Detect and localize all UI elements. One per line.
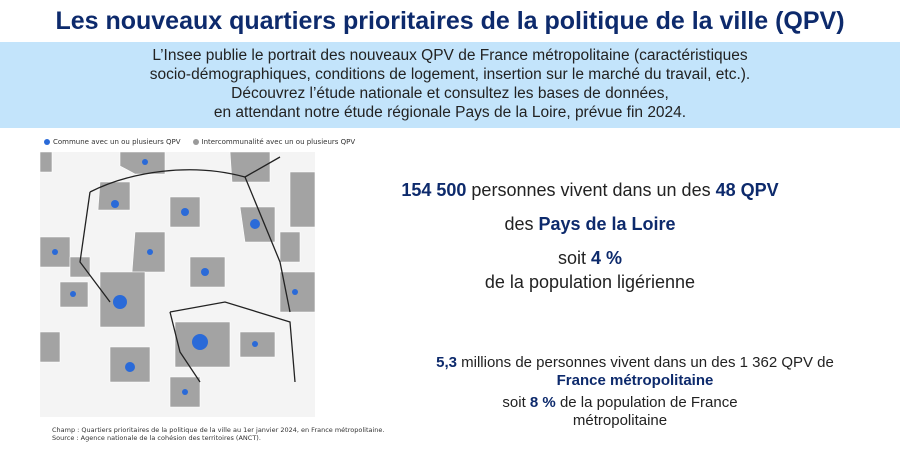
region-name: Pays de la Loire xyxy=(538,214,676,234)
national-stats: 5,3 millions de personnes vivent dans un… xyxy=(380,354,890,430)
text: millions de personnes vivent dans un des… xyxy=(456,354,834,371)
legend-commune: Commune avec un ou plusieurs QPV xyxy=(44,138,181,147)
legend-label: Intercommunalité avec un ou plusieurs QP… xyxy=(201,138,356,146)
banner-line: en attendant notre étude régionale Pays … xyxy=(213,104,687,121)
text: de la population de France xyxy=(555,394,738,411)
map-notes: Champ : Quartiers prioritaires de la pol… xyxy=(52,426,384,442)
regional-people: 154 500 xyxy=(401,180,467,200)
legend-interco: Intercommunalité avec un ou plusieurs QP… xyxy=(192,138,356,147)
page-title-wrap: Les nouveaux quartiers prioritaires de l… xyxy=(0,6,900,38)
intro-banner: L’Insee publie le portrait des nouveaux … xyxy=(0,42,900,128)
page-title: Les nouveaux quartiers prioritaires de l… xyxy=(55,7,845,35)
national-area: France métropolitaine xyxy=(556,372,714,389)
banner-line: socio-démographiques, conditions de loge… xyxy=(149,66,751,83)
gray-dot-icon xyxy=(192,139,199,145)
national-pct: 8 % xyxy=(529,394,556,411)
legend-label: Commune avec un ou plusieurs QPV xyxy=(53,138,181,146)
text: des xyxy=(504,214,539,234)
text: personnes vivent dans un des xyxy=(466,180,716,200)
source-note: Source : Agence nationale de la cohésion… xyxy=(52,434,261,442)
national-people: 5,3 xyxy=(436,354,457,371)
champ-note: Champ : Quartiers prioritaires de la pol… xyxy=(52,426,385,434)
banner-line: L’Insee publie le portrait des nouveaux … xyxy=(152,47,748,64)
blue-dot-icon xyxy=(44,139,50,145)
qpv-map xyxy=(40,152,315,417)
text: soit xyxy=(557,248,591,268)
regional-pct: 4 % xyxy=(590,248,623,268)
map-legend: Commune avec un ou plusieurs QPV Interco… xyxy=(44,138,355,147)
text: soit xyxy=(502,394,530,411)
regional-stats: 154 500 personnes vivent dans un des 48 … xyxy=(340,178,840,294)
text: de la population ligérienne xyxy=(484,272,696,292)
regional-qpv: 48 QPV xyxy=(715,180,779,200)
text: métropolitaine xyxy=(572,412,668,429)
banner-line: Découvrez l’étude nationale et consultez… xyxy=(231,85,669,102)
